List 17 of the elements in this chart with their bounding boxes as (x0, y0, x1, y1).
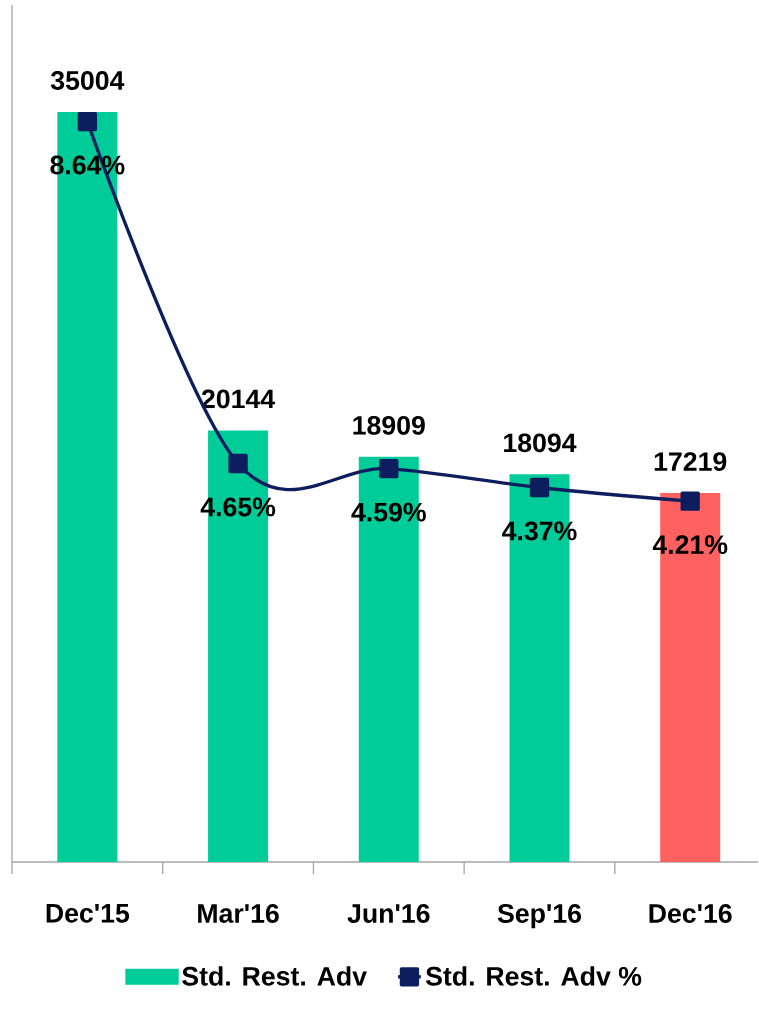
x-tick-label: Mar'16 (198, 904, 279, 923)
legend-label: Std. Rest. Adv % (426, 966, 642, 986)
x-tick-label: Sep'16 (497, 904, 582, 929)
point (228, 453, 248, 474)
data-label: 18094 (504, 433, 577, 453)
point (77, 111, 98, 132)
data-label: 18909 (353, 415, 425, 435)
x-tick-label: Dec'15 (46, 904, 130, 923)
x-tick-label: Jun'16 (347, 904, 430, 923)
point (529, 477, 550, 498)
data-label: 35004 (51, 71, 125, 90)
data-label: 20144 (202, 389, 276, 409)
data-label: 17219 (654, 452, 727, 472)
x-tick-label: Dec'16 (649, 904, 732, 923)
legend-label: Std. Rest. Adv (182, 966, 368, 986)
point (379, 458, 399, 479)
point (680, 491, 701, 511)
